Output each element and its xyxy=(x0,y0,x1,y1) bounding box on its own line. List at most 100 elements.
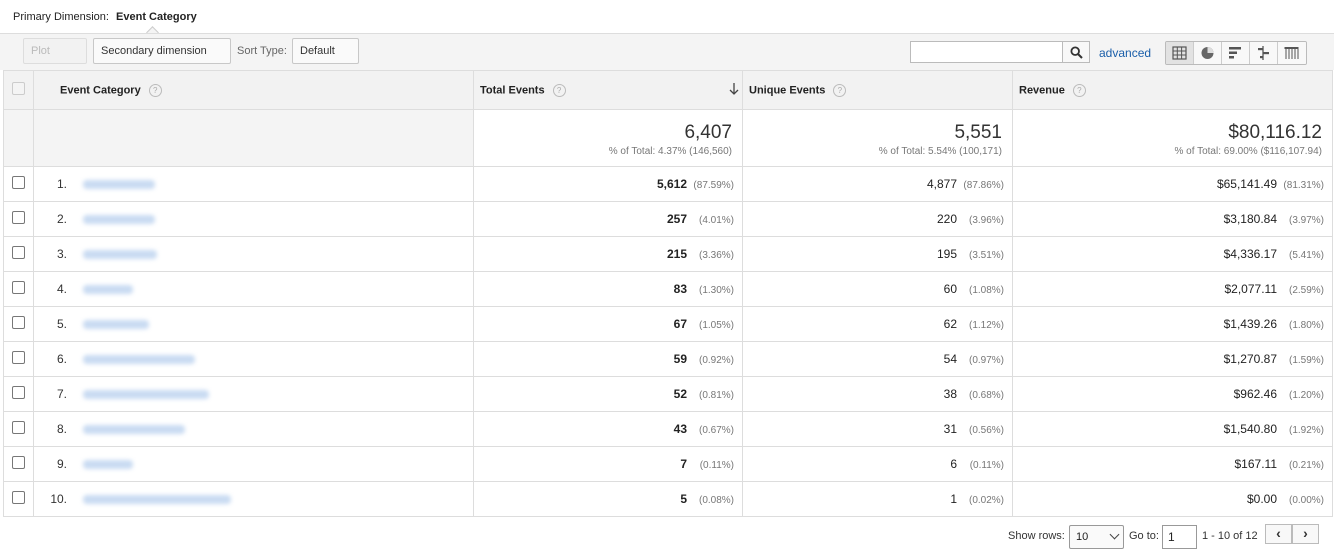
row-checkbox[interactable] xyxy=(12,491,25,504)
view-comparison-button[interactable] xyxy=(1250,42,1278,64)
show-rows-select[interactable]: 10 xyxy=(1069,525,1124,549)
event-category-link[interactable] xyxy=(83,250,157,260)
total-events-percent: (0.08%) xyxy=(698,495,734,506)
view-pie-button[interactable] xyxy=(1194,42,1222,64)
view-switcher xyxy=(1165,41,1307,65)
unique-events-cell: 220 (3.96%) xyxy=(742,201,1013,237)
total-events-value: 52 xyxy=(673,387,687,401)
row-checkbox[interactable] xyxy=(12,316,25,329)
secondary-dimension-dropdown[interactable]: Secondary dimension xyxy=(93,38,231,78)
row-select-cell xyxy=(3,481,34,517)
table-row[interactable]: 4. 83 (1.30%) 60 (1.08%) $2,077.11 (2.59%) xyxy=(3,271,1333,307)
row-checkbox[interactable] xyxy=(12,421,25,434)
row-checkbox[interactable] xyxy=(12,281,25,294)
column-header-total-events[interactable]: Total Events? xyxy=(473,70,743,110)
revenue-percent: (2.59%) xyxy=(1288,285,1324,296)
total-events-percent: (0.67%) xyxy=(698,425,734,436)
totals-blank-cell xyxy=(33,109,474,167)
help-icon[interactable]: ? xyxy=(148,83,162,97)
sort-type-value: Default xyxy=(300,45,335,57)
event-category-link[interactable] xyxy=(83,390,209,400)
primary-dimension: Primary Dimension: Event Category xyxy=(13,11,197,23)
table-row[interactable]: 5. 67 (1.05%) 62 (1.12%) $1,439.26 (1.80%) xyxy=(3,306,1333,342)
event-category-cell: 7. xyxy=(33,376,474,412)
total-events-cell: 7 (0.11%) xyxy=(473,446,743,482)
event-category-cell: 5. xyxy=(33,306,474,342)
table-row[interactable]: 2. 257 (4.01%) 220 (3.96%) $3,180.84 (3.97%) xyxy=(3,201,1333,237)
total-events-percent: (3.36%) xyxy=(698,250,734,261)
table-row[interactable]: 7. 52 (0.81%) 38 (0.68%) $962.46 (1.20%) xyxy=(3,376,1333,412)
table-row[interactable]: 6. 59 (0.92%) 54 (0.97%) $1,270.87 (1.59%) xyxy=(3,341,1333,377)
revenue-value: $0.00 xyxy=(1246,492,1277,506)
row-select-cell xyxy=(3,306,34,342)
row-checkbox[interactable] xyxy=(12,386,25,399)
row-checkbox[interactable] xyxy=(12,351,25,364)
event-category-link[interactable] xyxy=(83,285,133,295)
column-header-unique-events[interactable]: Unique Events? xyxy=(742,70,1013,110)
next-page-button[interactable]: › xyxy=(1292,524,1319,544)
unique-events-cell: 1 (0.02%) xyxy=(742,481,1013,517)
table-row[interactable]: 1. 5,612 (87.59%) 4,877 (87.86%) $65,141.49 (8… xyxy=(3,166,1333,202)
event-category-link[interactable] xyxy=(83,215,155,225)
plot-rows-button[interactable]: Plot Rows xyxy=(23,38,87,81)
revenue-cell: $3,180.84 (3.97%) xyxy=(1012,201,1333,237)
event-category-cell: 6. xyxy=(33,341,474,377)
goto-page-input[interactable]: 1 xyxy=(1162,525,1197,549)
event-category-link[interactable] xyxy=(83,425,185,435)
primary-dimension-label: Primary Dimension: xyxy=(13,11,109,23)
view-data-table-button[interactable] xyxy=(1166,42,1194,64)
chevron-left-icon: ‹ xyxy=(1276,525,1281,541)
column-header-revenue[interactable]: Revenue? xyxy=(1012,70,1333,110)
chevron-right-icon: › xyxy=(1303,525,1308,541)
revenue-cell: $167.11 (0.21%) xyxy=(1012,446,1333,482)
event-category-cell: 10. xyxy=(33,481,474,517)
unique-events-percent: (0.11%) xyxy=(969,460,1004,471)
row-checkbox[interactable] xyxy=(12,456,25,469)
revenue-percent: (3.97%) xyxy=(1288,215,1324,226)
event-category-link[interactable] xyxy=(83,320,149,330)
total-value: $80,116.12 xyxy=(1228,122,1322,143)
event-category-link[interactable] xyxy=(83,460,133,470)
help-icon[interactable]: ? xyxy=(1072,83,1086,97)
column-header-event-category[interactable]: Event Category? xyxy=(33,70,474,110)
table-row[interactable]: 10. 5 (0.08%) 1 (0.02%) $0.00 (0.00%) xyxy=(3,481,1333,517)
row-checkbox[interactable] xyxy=(12,176,25,189)
help-icon[interactable]: ? xyxy=(833,83,847,97)
view-bar-button[interactable] xyxy=(1222,42,1250,64)
unique-events-value: 220 xyxy=(936,212,957,226)
row-checkbox[interactable] xyxy=(12,246,25,259)
event-category-link[interactable] xyxy=(83,180,155,190)
revenue-cell: $1,270.87 (1.59%) xyxy=(1012,341,1333,377)
unique-events-value: 4,877 xyxy=(926,177,957,191)
previous-page-button[interactable]: ‹ xyxy=(1265,524,1292,544)
table-row[interactable]: 8. 43 (0.67%) 31 (0.56%) $1,540.80 (1.92%) xyxy=(3,411,1333,447)
row-rank: 4. xyxy=(56,282,67,296)
search-button[interactable] xyxy=(1062,41,1090,63)
row-checkbox[interactable] xyxy=(12,211,25,224)
event-category-link[interactable] xyxy=(83,355,195,365)
help-icon[interactable]: ? xyxy=(552,83,566,97)
unique-events-value: 62 xyxy=(943,317,957,331)
select-all-checkbox[interactable] xyxy=(12,82,25,95)
unique-events-percent: (3.51%) xyxy=(968,250,1004,261)
totals-total-events: 6,407 % of Total: 4.37% (146,560) xyxy=(473,109,743,167)
revenue-value: $1,270.87 xyxy=(1223,352,1277,366)
advanced-search-link[interactable]: advanced xyxy=(1099,46,1152,60)
primary-dimension-value[interactable]: Event Category xyxy=(116,11,197,23)
view-pivot-button[interactable] xyxy=(1278,42,1306,64)
show-rows-value: 10 xyxy=(1076,531,1089,543)
table-row[interactable]: 9. 7 (0.11%) 6 (0.11%) $167.11 (0.21%) xyxy=(3,446,1333,482)
total-events-cell: 59 (0.92%) xyxy=(473,341,743,377)
unique-events-value: 1 xyxy=(950,492,957,506)
revenue-value: $1,439.26 xyxy=(1223,317,1277,331)
row-select-cell xyxy=(3,166,34,202)
sort-type-dropdown[interactable]: Default xyxy=(292,38,359,78)
table-row[interactable]: 3. 215 (3.36%) 195 (3.51%) $4,336.17 (5.41%) xyxy=(3,236,1333,272)
unique-events-cell: 6 (0.11%) xyxy=(742,446,1013,482)
totals-blank-cell xyxy=(3,109,34,167)
search-input[interactable] xyxy=(910,41,1063,63)
total-events-cell: 52 (0.81%) xyxy=(473,376,743,412)
report-toolbar: Plot Rows Secondary dimension Sort Type:… xyxy=(0,33,1334,81)
event-category-link[interactable] xyxy=(83,495,231,505)
total-events-value: 215 xyxy=(666,247,687,261)
